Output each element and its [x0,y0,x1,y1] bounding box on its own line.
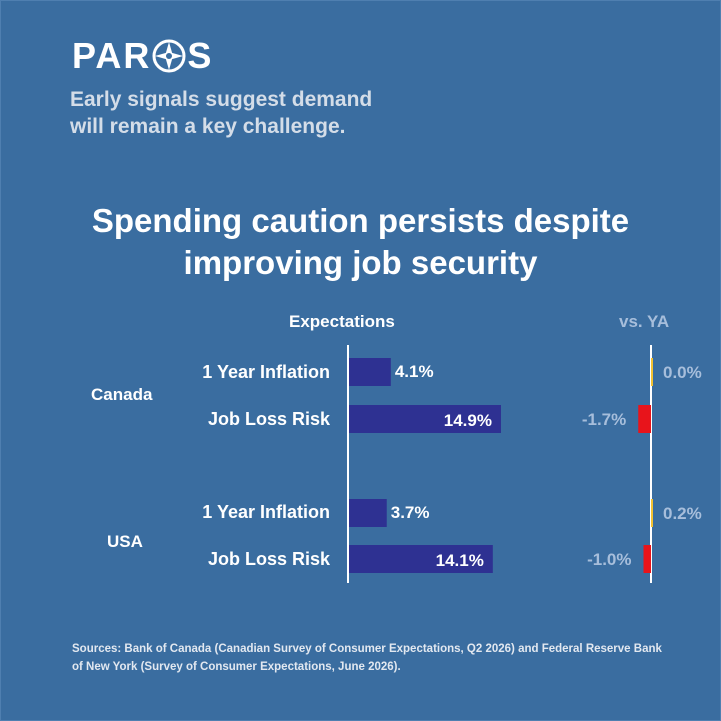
brand-logo: PAR S [72,38,213,74]
bar-usa-job-loss-risk [349,545,493,573]
group-label-usa: USA [107,532,143,551]
change-label-usa-1-year-inflation: 0.2% [663,504,702,523]
value-label-usa-job-loss-risk: 14.1% [436,551,484,570]
compass-icon [152,39,186,73]
row-label-canada-job-loss: Job Loss Risk [207,409,330,429]
value-label-usa-1-year-inflation: 3.7% [391,503,430,522]
bar-canada-1-year-inflation [349,358,391,386]
expectations-column-header: Expectations [289,312,395,331]
change-label-canada-job-loss-risk: -1.7% [582,410,626,429]
change-bar-usa-1-year-inflation [651,499,653,527]
row-label-usa-job-loss: Job Loss Risk [207,549,330,569]
tagline: Early signals suggest demand will remain… [70,88,373,138]
sources-note: Sources: Bank of Canada (Canadian Survey… [72,643,662,673]
change-label-canada-1-year-inflation: 0.0% [663,363,702,382]
change-bar-usa-job-loss-risk [643,545,651,573]
change-bar-canada-1-year-inflation [651,358,653,386]
change-label-usa-job-loss-risk: -1.0% [587,550,631,569]
value-label-canada-1-year-inflation: 4.1% [395,362,434,381]
brand-name-left: PAR [72,35,152,76]
bar-usa-1-year-inflation [349,499,387,527]
change-bar-canada-job-loss-risk [638,405,651,433]
bar-canada-job-loss-risk [349,405,501,433]
chart-headline: Spending caution persists despite improv… [91,202,630,281]
value-label-canada-job-loss-risk: 14.9% [444,411,492,430]
row-label-canada-inflation: 1 Year Inflation [202,362,330,382]
brand-name-right: S [187,35,214,76]
vs-ya-column-header: vs. YA [619,312,670,331]
group-label-canada: Canada [91,385,153,404]
row-label-usa-inflation: 1 Year Inflation [202,502,330,522]
